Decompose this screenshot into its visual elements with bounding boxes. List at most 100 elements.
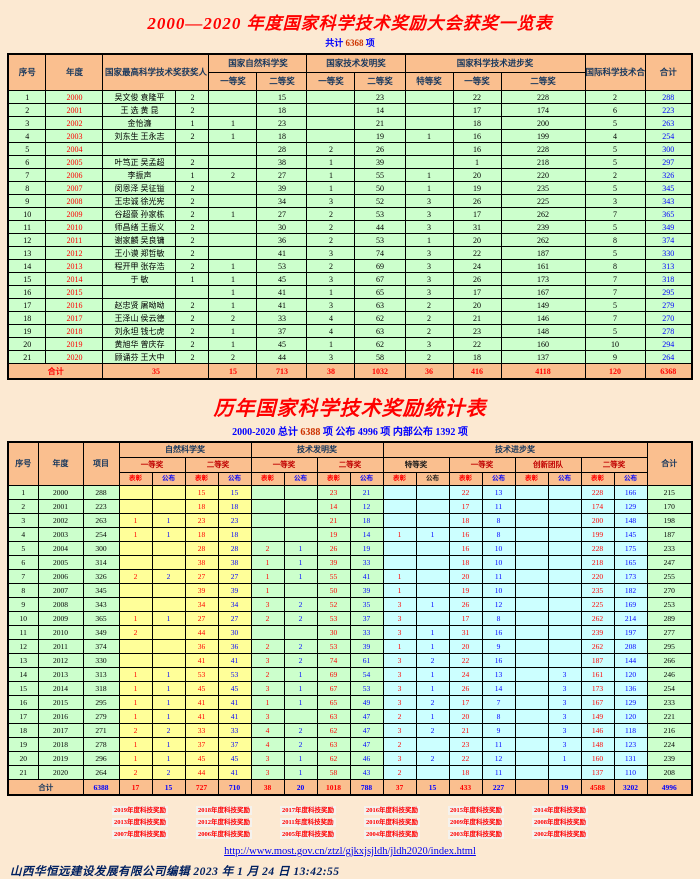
table-cell: 2 — [250, 639, 285, 654]
table-cell — [547, 765, 582, 780]
table-cell: 41 — [217, 765, 252, 780]
total-cell: 15 — [208, 363, 258, 380]
table-cell: 33 — [349, 555, 384, 570]
table-row: 8 2007 闵恩泽 吴征镒 2 39 1 50 1 19 235 5 345 — [7, 181, 693, 195]
total-cell: 4588 — [580, 779, 615, 796]
table-row: 20 2019 296 1 1 45 45 3 1 62 46 3 2 22 12 1 160 131 239 — [7, 751, 693, 766]
table-cell: 10 — [584, 337, 646, 351]
year-award-link[interactable]: 2010年度科技奖励 — [364, 818, 420, 827]
table-cell: 262 — [500, 207, 586, 221]
table-cell: 9 — [584, 350, 646, 364]
table-cell: 5 — [584, 298, 646, 312]
table-cell: 288 — [82, 485, 120, 500]
table-cell: 16 — [481, 653, 516, 668]
year-award-link[interactable]: 2016年度科技奖励 — [364, 806, 420, 815]
year-award-link[interactable]: 2006年度科技奖励 — [196, 830, 252, 839]
table-cell: 247 — [646, 555, 693, 570]
table-cell: 王泽山 侯云德 — [102, 311, 177, 325]
table-cell — [382, 485, 417, 500]
year-award-link[interactable]: 2011年度科技奖励 — [280, 818, 336, 827]
col-header-first-prize: 一等奖 — [452, 72, 502, 91]
year-award-link[interactable]: 2018年度科技奖励 — [196, 806, 252, 815]
table-cell: 2 — [404, 350, 454, 364]
year-award-link[interactable]: 2008年度科技奖励 — [532, 818, 588, 827]
table-cell: 2 — [415, 653, 450, 668]
table-cell: 1 — [306, 181, 356, 195]
year-award-link[interactable]: 2015年度科技奖励 — [448, 806, 504, 815]
table-cell: 27 — [217, 611, 252, 626]
year-award-link[interactable]: 2017年度科技奖励 — [280, 806, 336, 815]
table1-total-row: 合计 35 15 713 38 1032 36 416 4118 120 636… — [7, 363, 693, 380]
table-cell: 1 — [208, 285, 258, 299]
table-cell: 2010 — [37, 625, 84, 640]
col-header-cooperation: 国际科学技术合作奖 — [584, 53, 646, 91]
table-cell: 2000 — [45, 90, 104, 104]
table-cell: 3 — [250, 765, 285, 780]
year-award-link[interactable]: 2009年度科技奖励 — [448, 818, 504, 827]
table-cell — [306, 103, 356, 117]
table-cell: 7 — [584, 285, 646, 299]
table-cell — [151, 597, 186, 612]
table-cell — [547, 611, 582, 626]
table-cell: 220 — [500, 168, 586, 182]
table-cell — [382, 513, 417, 528]
table-row: 12 2011 374 36 36 2 2 53 39 1 1 20 9 262 208 295 — [7, 639, 693, 654]
table-cell: 12 — [349, 499, 384, 514]
table-cell — [208, 181, 258, 195]
table-cell: 39 — [349, 583, 384, 598]
table-cell — [102, 285, 177, 299]
table-cell: 173 — [613, 569, 648, 584]
table-cell: 3 — [250, 751, 285, 766]
table-cell: 173 — [580, 681, 615, 696]
table-row: 10 2009 365 1 1 27 27 2 2 53 37 3 17 8 262 214 289 — [7, 611, 693, 626]
year-award-link[interactable]: 2007年度科技奖励 — [112, 830, 168, 839]
table-cell: 30 — [217, 625, 252, 640]
year-award-link[interactable]: 2012年度科技奖励 — [196, 818, 252, 827]
year-award-link[interactable]: 2005年度科技奖励 — [280, 830, 336, 839]
table-cell: 1 — [382, 569, 417, 584]
table-cell: 235 — [500, 181, 586, 195]
table-cell: 2003 — [37, 527, 84, 542]
table-cell: 3 — [382, 695, 417, 710]
total-cell: 1018 — [316, 779, 351, 796]
table-cell: 27 — [256, 207, 308, 221]
table-cell: 1 — [283, 695, 318, 710]
total-cell: 4118 — [500, 363, 586, 380]
table-cell: 3 — [404, 246, 454, 260]
table-cell: 8 — [7, 583, 39, 598]
table-cell: 2 — [208, 311, 258, 325]
table-cell: 1 — [415, 681, 450, 696]
table-cell: 41 — [349, 569, 384, 584]
table-cell: 45 — [217, 681, 252, 696]
table-cell: 270 — [644, 311, 693, 325]
table-cell: 37 — [184, 737, 219, 752]
table2-header-row-1: 序号 年度 项目 自然科学奖 技术发明奖 技术进步奖 合计 — [7, 441, 693, 486]
table-cell: 7 — [584, 311, 646, 325]
table-cell: 318 — [82, 681, 120, 696]
total-cell: 37 — [382, 779, 417, 796]
year-award-link[interactable]: 2013年度科技奖励 — [112, 818, 168, 827]
table-cell: 2001 — [37, 499, 84, 514]
table-cell: 3 — [7, 513, 39, 528]
table-cell — [118, 485, 153, 500]
table-cell — [514, 611, 549, 626]
table-cell: 17 — [7, 709, 39, 724]
year-award-link[interactable]: 2002年度科技奖励 — [532, 830, 588, 839]
table-cell — [151, 653, 186, 668]
table-cell: 1 — [151, 527, 186, 542]
table-cell — [547, 653, 582, 668]
table-cell: 279 — [644, 298, 693, 312]
table-cell: 169 — [613, 597, 648, 612]
table-cell: 3 — [404, 285, 454, 299]
year-award-link[interactable]: 2014年度科技奖励 — [532, 806, 588, 815]
table-cell: 61 — [349, 653, 384, 668]
table-cell: 148 — [580, 737, 615, 752]
year-award-link[interactable]: 2019年度科技奖励 — [112, 806, 168, 815]
table-cell: 239 — [580, 625, 615, 640]
table-cell: 262 — [580, 639, 615, 654]
year-award-link[interactable]: 2004年度科技奖励 — [364, 830, 420, 839]
year-award-link[interactable]: 2003年度科技奖励 — [448, 830, 504, 839]
table-cell: 223 — [82, 499, 120, 514]
table-cell: 2002 — [45, 116, 104, 130]
table-cell: 2010 — [45, 220, 104, 234]
